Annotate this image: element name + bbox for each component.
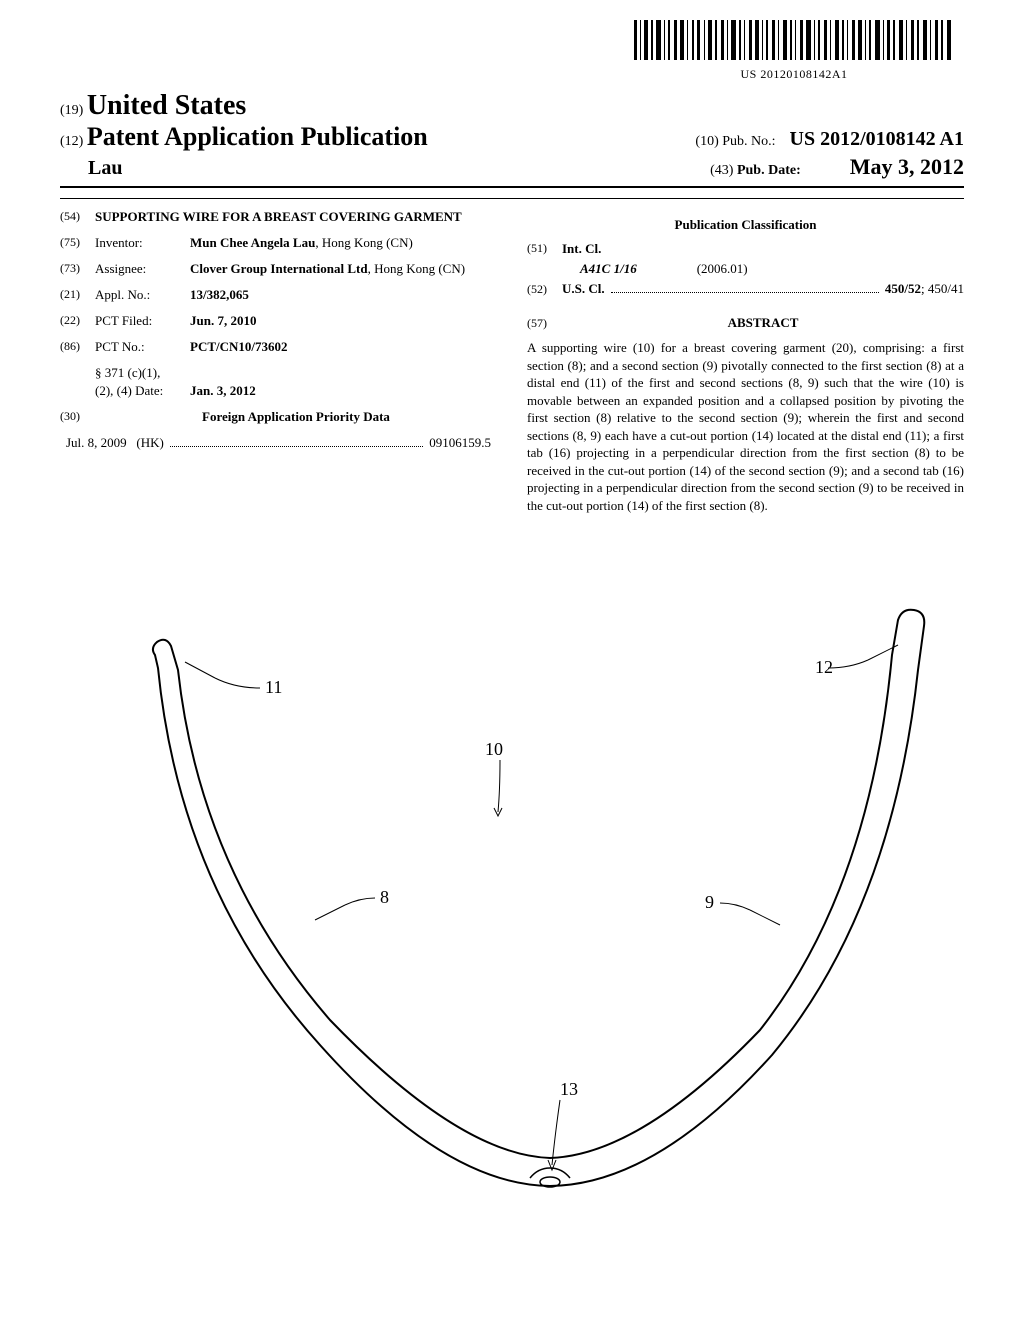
s371-date: Jan. 3, 2012 bbox=[190, 383, 497, 399]
s371-blank2 bbox=[60, 383, 95, 399]
fig-label-13: 13 bbox=[560, 1079, 578, 1099]
patent-figure: 11 10 12 8 9 13 bbox=[80, 560, 940, 1220]
applno-value: 13/382,065 bbox=[190, 287, 497, 303]
pctfiled-code: (22) bbox=[60, 313, 95, 329]
abstract-text: A supporting wire (10) for a breast cove… bbox=[527, 339, 964, 514]
applno-code: (21) bbox=[60, 287, 95, 303]
assignee-value: Clover Group International Ltd, Hong Kon… bbox=[190, 261, 497, 277]
uscl-rest: ; 450/41 bbox=[921, 281, 964, 297]
uscl-label: U.S. Cl. bbox=[562, 281, 605, 297]
inventor-loc: , Hong Kong (CN) bbox=[315, 235, 413, 250]
code-43: (43) bbox=[710, 163, 733, 178]
inventor-code: (75) bbox=[60, 235, 95, 251]
s371-label2: (2), (4) Date: bbox=[95, 383, 190, 399]
pub-no-label: Pub. No.: bbox=[722, 134, 775, 149]
assignee-name: Clover Group International Ltd bbox=[190, 261, 368, 276]
barcode-text: US 20120108142A1 bbox=[634, 67, 954, 82]
fig-label-9: 9 bbox=[705, 892, 714, 912]
code-19: (19) bbox=[60, 103, 83, 118]
pctfiled-label: PCT Filed: bbox=[95, 313, 190, 329]
author-name: Lau bbox=[88, 157, 122, 180]
divider-thick bbox=[60, 186, 964, 188]
barcode-graphic bbox=[634, 20, 954, 60]
pctfiled-value: Jun. 7, 2010 bbox=[190, 313, 497, 329]
publication-title: Patent Application Publication bbox=[87, 122, 428, 151]
abstract-code: (57) bbox=[527, 316, 562, 331]
uscl-code: (52) bbox=[527, 282, 562, 297]
priority-country: (HK) bbox=[136, 435, 163, 451]
pctno-value: PCT/CN10/73602 bbox=[190, 339, 497, 355]
invention-title: SUPPORTING WIRE FOR A BREAST COVERING GA… bbox=[95, 209, 462, 225]
dotted-leader bbox=[170, 437, 423, 447]
pub-no-value: US 2012/0108142 A1 bbox=[790, 128, 964, 150]
intcl-label: Int. Cl. bbox=[562, 241, 601, 257]
divider-thin bbox=[60, 198, 964, 199]
intcl-blank bbox=[527, 261, 562, 277]
dotted-leader-2 bbox=[611, 283, 879, 293]
header: (19) United States (12) Patent Applicati… bbox=[60, 90, 964, 180]
s371-blank bbox=[60, 365, 95, 381]
priority-heading: Foreign Application Priority Data bbox=[95, 409, 497, 425]
abstract-heading: ABSTRACT bbox=[562, 315, 964, 331]
pctno-code: (86) bbox=[60, 339, 95, 355]
inventor-name: Mun Chee Angela Lau bbox=[190, 235, 315, 250]
fig-label-8: 8 bbox=[380, 887, 389, 907]
right-column: Publication Classification (51) Int. Cl.… bbox=[527, 209, 964, 514]
uscl-bold: 450/52 bbox=[885, 281, 921, 297]
inventor-value: Mun Chee Angela Lau, Hong Kong (CN) bbox=[190, 235, 497, 251]
pub-date-label: Pub. Date: bbox=[737, 163, 801, 178]
country-name: United States bbox=[87, 90, 246, 121]
fig-label-10: 10 bbox=[485, 739, 503, 759]
biblio-columns: (54) SUPPORTING WIRE FOR A BREAST COVERI… bbox=[60, 209, 964, 514]
applno-label: Appl. No.: bbox=[95, 287, 190, 303]
left-column: (54) SUPPORTING WIRE FOR A BREAST COVERI… bbox=[60, 209, 497, 514]
assignee-label: Assignee: bbox=[95, 261, 190, 277]
intcl-class: A41C 1/16 bbox=[580, 261, 637, 277]
priority-code: (30) bbox=[60, 409, 95, 425]
barcode-region: US 20120108142A1 bbox=[634, 20, 954, 82]
fig-label-11: 11 bbox=[265, 677, 282, 697]
assignee-code: (73) bbox=[60, 261, 95, 277]
code-12: (12) bbox=[60, 134, 83, 149]
title-code: (54) bbox=[60, 209, 95, 225]
s371-label1: § 371 (c)(1), bbox=[95, 365, 160, 381]
pctno-label: PCT No.: bbox=[95, 339, 190, 355]
priority-date: Jul. 8, 2009 bbox=[66, 435, 127, 451]
classification-heading: Publication Classification bbox=[527, 217, 964, 233]
pub-date-value: May 3, 2012 bbox=[850, 154, 964, 179]
intcl-code: (51) bbox=[527, 241, 562, 257]
assignee-loc: , Hong Kong (CN) bbox=[368, 261, 466, 276]
figure-svg: 11 10 12 8 9 13 bbox=[80, 560, 940, 1220]
intcl-date: (2006.01) bbox=[697, 261, 748, 277]
fig-label-12: 12 bbox=[815, 657, 833, 677]
code-10: (10) bbox=[695, 134, 718, 149]
inventor-label: Inventor: bbox=[95, 235, 190, 251]
priority-number: 09106159.5 bbox=[429, 435, 491, 451]
